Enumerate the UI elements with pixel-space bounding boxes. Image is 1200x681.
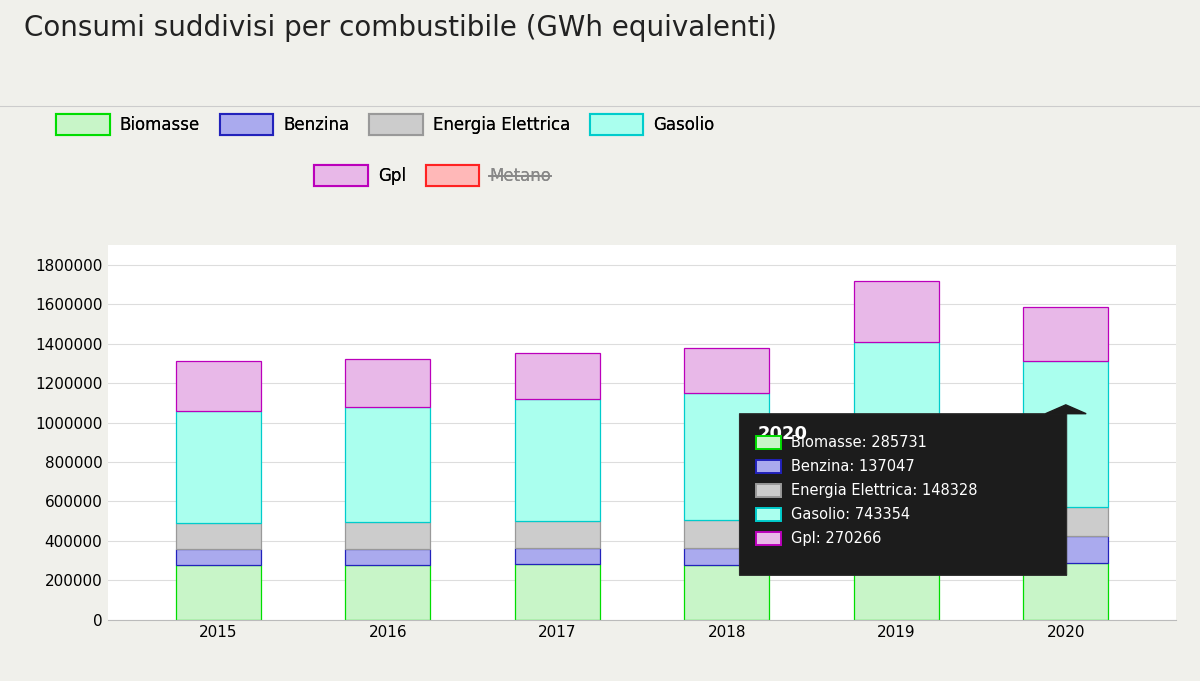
Polygon shape — [1045, 405, 1086, 413]
Bar — [176, 549, 260, 565]
Bar — [1024, 563, 1108, 620]
FancyBboxPatch shape — [756, 460, 781, 473]
Text: 2020: 2020 — [757, 424, 808, 443]
Bar — [684, 393, 769, 520]
FancyBboxPatch shape — [756, 436, 781, 449]
Text: Consumi suddivisi per combustibile (GWh equivalenti): Consumi suddivisi per combustibile (GWh … — [24, 14, 778, 42]
Bar — [854, 342, 938, 507]
FancyBboxPatch shape — [756, 532, 781, 545]
Bar — [684, 348, 769, 393]
Bar — [854, 507, 938, 536]
Bar — [1024, 360, 1108, 507]
Bar — [346, 550, 430, 565]
Bar — [176, 523, 260, 549]
Bar — [346, 522, 430, 550]
Bar — [854, 563, 938, 620]
Bar — [176, 565, 260, 620]
Bar — [684, 520, 769, 548]
FancyBboxPatch shape — [739, 413, 1067, 575]
Text: Energia Elettrica: 148328: Energia Elettrica: 148328 — [791, 483, 978, 498]
Bar — [346, 359, 430, 407]
FancyBboxPatch shape — [756, 508, 781, 521]
Bar — [1024, 537, 1108, 563]
Bar — [684, 548, 769, 565]
FancyBboxPatch shape — [756, 484, 781, 497]
Bar — [346, 565, 430, 620]
Bar — [515, 399, 600, 520]
Bar — [346, 407, 430, 522]
Bar — [1024, 507, 1108, 537]
Text: Gasolio: 743354: Gasolio: 743354 — [791, 507, 911, 522]
Text: Gpl: 270266: Gpl: 270266 — [791, 531, 882, 546]
Legend: Biomasse, Benzina, Energia Elettrica, Gasolio: Biomasse, Benzina, Energia Elettrica, Ga… — [56, 114, 714, 136]
Bar — [854, 281, 938, 342]
Bar — [1024, 307, 1108, 360]
Bar — [515, 520, 600, 548]
Text: Biomasse: 285731: Biomasse: 285731 — [791, 434, 928, 449]
Legend: Gpl, Metano: Gpl, Metano — [314, 165, 551, 187]
Bar — [176, 362, 260, 411]
Text: Benzina: 137047: Benzina: 137047 — [791, 459, 914, 474]
Bar — [854, 536, 938, 563]
Bar — [515, 548, 600, 564]
Bar — [176, 411, 260, 523]
Bar — [515, 353, 600, 399]
Bar — [684, 565, 769, 620]
Bar — [515, 564, 600, 620]
